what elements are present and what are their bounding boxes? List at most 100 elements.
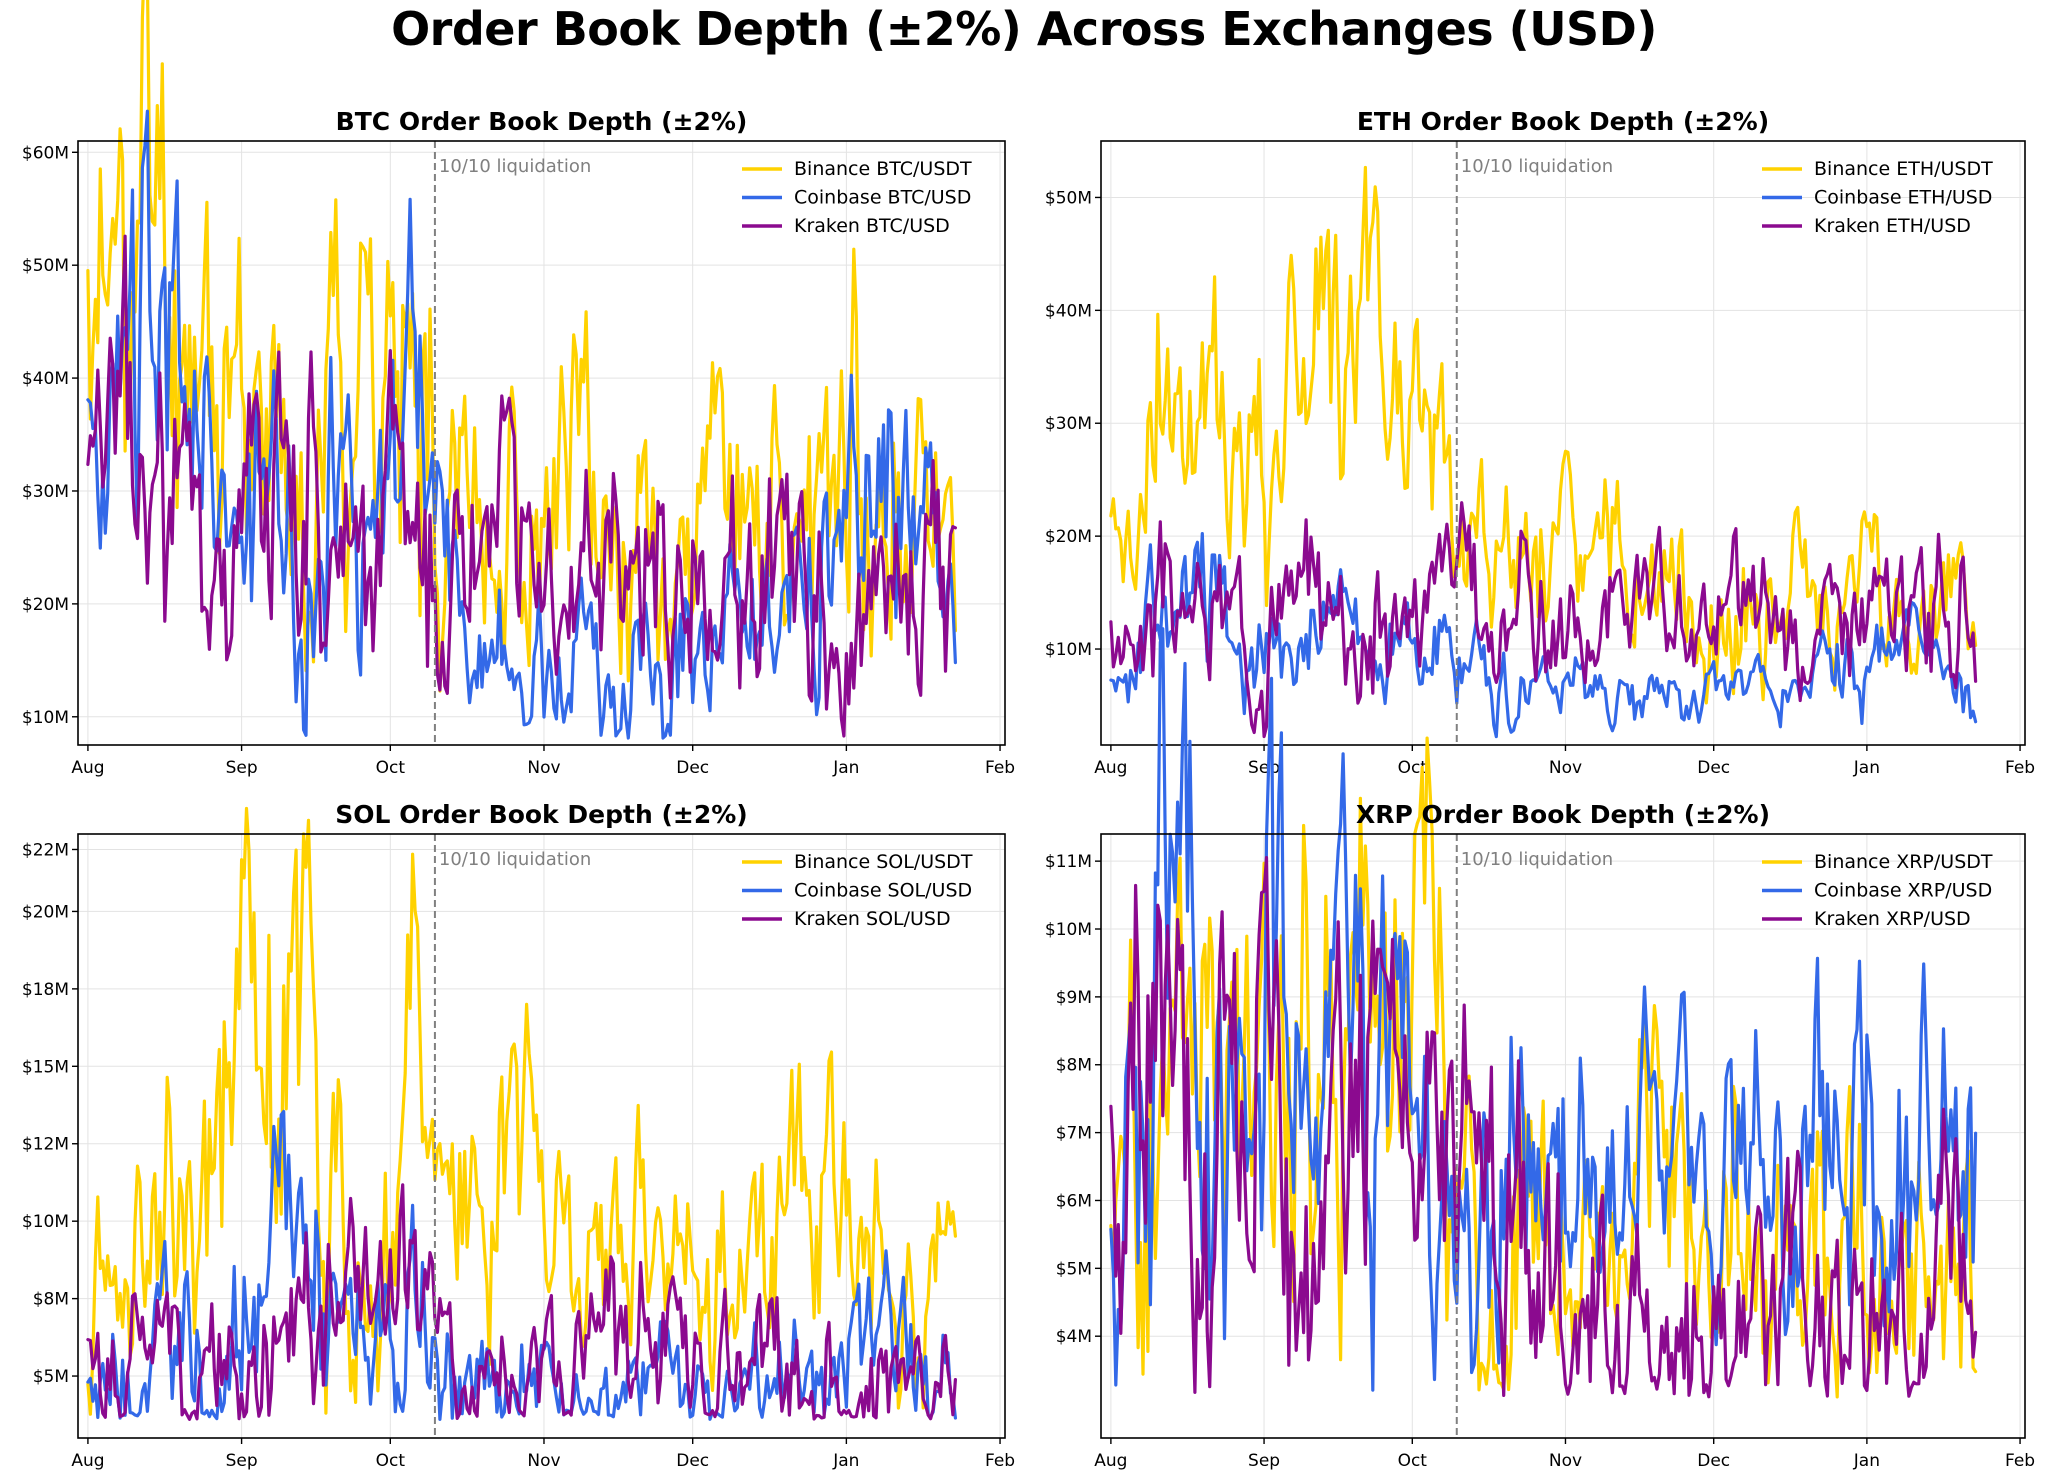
y-tick-label: $50M bbox=[22, 256, 69, 276]
x-tick-label: Feb bbox=[2005, 1451, 2035, 1471]
series-line-coinbase bbox=[86, 109, 957, 740]
x-tick-label: Dec bbox=[1697, 1451, 1730, 1471]
series-line-coinbase bbox=[86, 1109, 957, 1421]
legend-label: Binance BTC/USDT bbox=[794, 158, 972, 180]
y-tick-label: $8M bbox=[1056, 1056, 1092, 1076]
series-lines bbox=[86, 0, 957, 740]
y-tick-label: $8M bbox=[33, 1290, 69, 1310]
y-tick-label: $6M bbox=[1056, 1191, 1092, 1211]
axes-frame bbox=[77, 140, 1006, 746]
y-tick-label: $50M bbox=[1045, 188, 1092, 208]
liquidation-label: 10/10 liquidation bbox=[1461, 849, 1613, 870]
liquidation-label: 10/10 liquidation bbox=[439, 849, 591, 870]
figure-title: Order Book Depth (±2%) Across Exchanges … bbox=[391, 2, 1657, 56]
x-tick-label: Dec bbox=[676, 1451, 709, 1471]
x-tick-label: Nov bbox=[1549, 758, 1582, 778]
y-tick-label: $5M bbox=[1056, 1259, 1092, 1279]
panel-title: SOL Order Book Depth (±2%) bbox=[335, 800, 747, 829]
y-tick-label: $22M bbox=[22, 840, 69, 860]
legend-label: Coinbase ETH/USD bbox=[1814, 187, 1992, 209]
legend: Binance ETH/USDT Coinbase ETH/USD Kraken E… bbox=[1762, 158, 1993, 237]
y-tick-label: $20M bbox=[22, 595, 69, 615]
y-tick-label: $10M bbox=[22, 1212, 69, 1232]
series-line-binance bbox=[86, 0, 957, 693]
y-tick-label: $60M bbox=[22, 143, 69, 163]
series-line-kraken bbox=[1109, 501, 1978, 739]
x-tick-label: Aug bbox=[1094, 1451, 1127, 1471]
y-tick-label: $12M bbox=[22, 1135, 69, 1155]
x-tick-label: Dec bbox=[676, 758, 709, 778]
x-tick-label: Sep bbox=[1248, 758, 1280, 778]
chart-panel-3: 10/10 liquidation Aug Sep Oct Nov Dec Jan Feb $4… bbox=[1045, 627, 2035, 1471]
chart-panel-1: 10/10 liquidation Aug Sep Oct Nov Dec Jan Feb $1… bbox=[1045, 107, 2035, 778]
y-tick-label: $7M bbox=[1056, 1124, 1092, 1144]
y-tick-label: $40M bbox=[22, 369, 69, 389]
x-tick-label: Oct bbox=[376, 1451, 406, 1471]
legend-label: Coinbase XRP/USD bbox=[1814, 880, 1992, 902]
panel-title: BTC Order Book Depth (±2%) bbox=[336, 107, 748, 136]
legend: Binance SOL/USDT Coinbase SOL/USD Kraken S… bbox=[742, 851, 973, 930]
x-tick-label: Oct bbox=[1398, 758, 1428, 778]
series-lines bbox=[1109, 165, 1978, 739]
legend-label: Binance ETH/USDT bbox=[1814, 158, 1993, 180]
series-line-kraken bbox=[86, 234, 957, 738]
x-tick-label: Oct bbox=[1398, 1451, 1428, 1471]
legend-label: Kraken SOL/USD bbox=[794, 908, 951, 930]
legend-label: Kraken ETH/USD bbox=[1814, 215, 1971, 237]
y-tick-label: $15M bbox=[22, 1057, 69, 1077]
panel-title: ETH Order Book Depth (±2%) bbox=[1357, 107, 1769, 136]
y-tick-label: $40M bbox=[1045, 301, 1092, 321]
series-line-coinbase bbox=[1109, 532, 1978, 739]
legend-label: Coinbase BTC/USD bbox=[794, 187, 971, 209]
chart-panel-2: 10/10 liquidation Aug Sep Oct Nov Dec Jan Feb $5… bbox=[22, 800, 1015, 1471]
liquidation-label: 10/10 liquidation bbox=[1461, 156, 1613, 177]
legend: Binance XRP/USDT Coinbase XRP/USD Kraken X… bbox=[1762, 851, 1993, 930]
y-tick-label: $10M bbox=[1045, 640, 1092, 660]
axes-frame bbox=[1100, 833, 2026, 1439]
x-tick-label: Oct bbox=[376, 758, 406, 778]
y-tick-label: $4M bbox=[1056, 1327, 1092, 1347]
legend-label: Binance XRP/USDT bbox=[1814, 851, 1993, 873]
series-lines bbox=[1109, 627, 1978, 1399]
y-tick-label: $10M bbox=[1045, 920, 1092, 940]
legend-label: Kraken BTC/USD bbox=[794, 215, 950, 237]
legend-label: Kraken XRP/USD bbox=[1814, 908, 1971, 930]
legend: Binance BTC/USDT Coinbase BTC/USD Kraken B… bbox=[742, 158, 972, 237]
x-tick-label: Jan bbox=[832, 758, 859, 778]
series-line-kraken bbox=[86, 1183, 957, 1421]
x-tick-label: Feb bbox=[2005, 758, 2035, 778]
x-tick-label: Nov bbox=[527, 1451, 560, 1471]
series-line-binance bbox=[86, 806, 957, 1416]
axes-frame bbox=[1100, 140, 2026, 746]
legend-label: Binance SOL/USDT bbox=[794, 851, 973, 873]
x-tick-label: Dec bbox=[1697, 758, 1730, 778]
x-tick-label: Sep bbox=[226, 1451, 258, 1471]
x-tick-label: Jan bbox=[832, 1451, 859, 1471]
y-tick-label: $11M bbox=[1045, 852, 1092, 872]
x-tick-label: Aug bbox=[1094, 758, 1127, 778]
x-tick-label: Feb bbox=[985, 758, 1015, 778]
x-tick-label: Nov bbox=[527, 758, 560, 778]
liquidation-label: 10/10 liquidation bbox=[439, 156, 591, 177]
x-tick-label: Aug bbox=[71, 758, 104, 778]
y-tick-label: $18M bbox=[22, 980, 69, 1000]
x-tick-label: Jan bbox=[1853, 1451, 1880, 1471]
y-tick-label: $10M bbox=[22, 708, 69, 728]
legend-label: Coinbase SOL/USD bbox=[794, 880, 972, 902]
x-tick-label: Feb bbox=[985, 1451, 1015, 1471]
y-tick-label: $5M bbox=[33, 1367, 69, 1387]
chart-panel-0: 10/10 liquidation Aug Sep Oct Nov Dec Jan Feb $1… bbox=[22, 0, 1015, 778]
x-tick-label: Aug bbox=[71, 1451, 104, 1471]
panel-title: XRP Order Book Depth (±2%) bbox=[1356, 800, 1770, 829]
y-tick-label: $9M bbox=[1056, 988, 1092, 1008]
x-tick-label: Nov bbox=[1549, 1451, 1582, 1471]
x-tick-label: Sep bbox=[226, 758, 258, 778]
y-tick-label: $30M bbox=[22, 482, 69, 502]
series-lines bbox=[86, 806, 957, 1421]
y-tick-label: $20M bbox=[1045, 527, 1092, 547]
x-tick-label: Jan bbox=[1853, 758, 1880, 778]
axes-frame bbox=[77, 833, 1006, 1439]
y-tick-label: $30M bbox=[1045, 414, 1092, 434]
x-tick-label: Sep bbox=[1248, 1451, 1280, 1471]
